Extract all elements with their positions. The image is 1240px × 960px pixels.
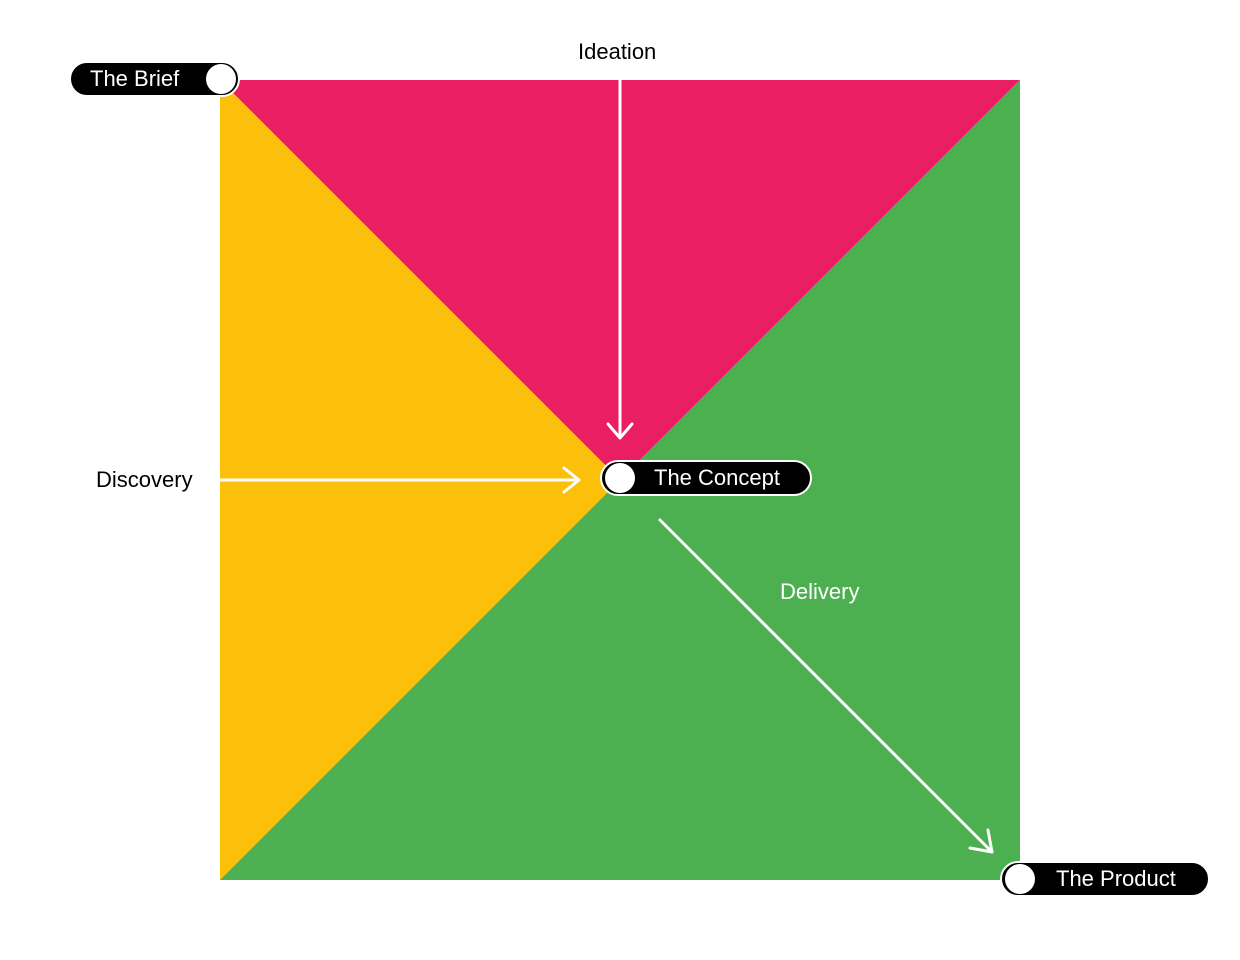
delivery-arrow bbox=[658, 518, 994, 854]
milestone-concept-label: The Concept bbox=[654, 465, 780, 490]
stage-label-discovery: Discovery bbox=[96, 467, 193, 492]
milestone-concept-circle-icon bbox=[605, 463, 635, 493]
milestone-product-circle-icon bbox=[1005, 864, 1035, 894]
milestone-product: The Product bbox=[1000, 861, 1210, 897]
milestone-brief: The Brief bbox=[69, 61, 240, 97]
milestone-concept: The Concept bbox=[600, 460, 812, 496]
milestone-brief-label: The Brief bbox=[90, 66, 180, 91]
ideation-arrow bbox=[606, 78, 634, 440]
milestone-brief-circle-icon bbox=[206, 64, 236, 94]
stage-label-ideation: Ideation bbox=[578, 39, 657, 64]
discovery-arrow bbox=[218, 466, 581, 494]
milestone-product-label: The Product bbox=[1056, 866, 1176, 891]
stage-label-delivery: Delivery bbox=[780, 579, 860, 604]
